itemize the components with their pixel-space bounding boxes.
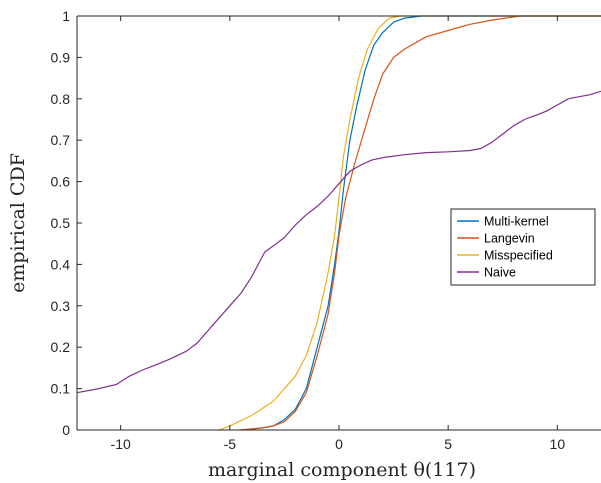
y-tick-label: 0	[62, 422, 70, 438]
series-line-misspecified	[218, 15, 601, 431]
x-tick-label: -10	[111, 436, 131, 452]
x-axis-label: marginal component θ(117)	[208, 459, 476, 481]
y-tick-label: 0.8	[51, 91, 71, 107]
y-tick-label: 1	[62, 8, 70, 24]
y-axis-label: empirical CDF	[7, 153, 29, 293]
legend-label: Misspecified	[484, 249, 553, 263]
series-line-multi-kernel	[240, 15, 601, 431]
axes-layer: -10 -5 0 5 10 0 0.1 0.2 0.3 0.4 0.5 0.6 0.7 0.8 0.9 1	[51, 8, 601, 452]
series-line-naive	[76, 90, 601, 394]
y-tick-label: 0.2	[51, 339, 71, 355]
y-tick-label: 0.7	[51, 132, 71, 148]
y-tick-label: 0.4	[51, 256, 71, 272]
series-layer	[76, 15, 601, 431]
y-tick-label: 0.6	[51, 174, 71, 190]
legend-label: Multi-kernel	[484, 215, 549, 229]
y-tick-label: 0.3	[51, 298, 71, 314]
x-tick-label: 10	[550, 436, 566, 452]
y-tick-label: 0.1	[51, 381, 71, 397]
legend: Multi-kernel Langevin Misspecified Naive	[450, 208, 596, 286]
x-tick-label: 5	[444, 436, 452, 452]
x-tick-label: -5	[224, 436, 237, 452]
series-line-langevin	[240, 15, 601, 431]
x-tick-label: 0	[335, 436, 343, 452]
y-tick-label: 0.5	[51, 215, 71, 231]
legend-label: Langevin	[484, 232, 535, 246]
legend-label: Naive	[484, 266, 516, 280]
y-tick-label: 0.9	[51, 49, 71, 65]
